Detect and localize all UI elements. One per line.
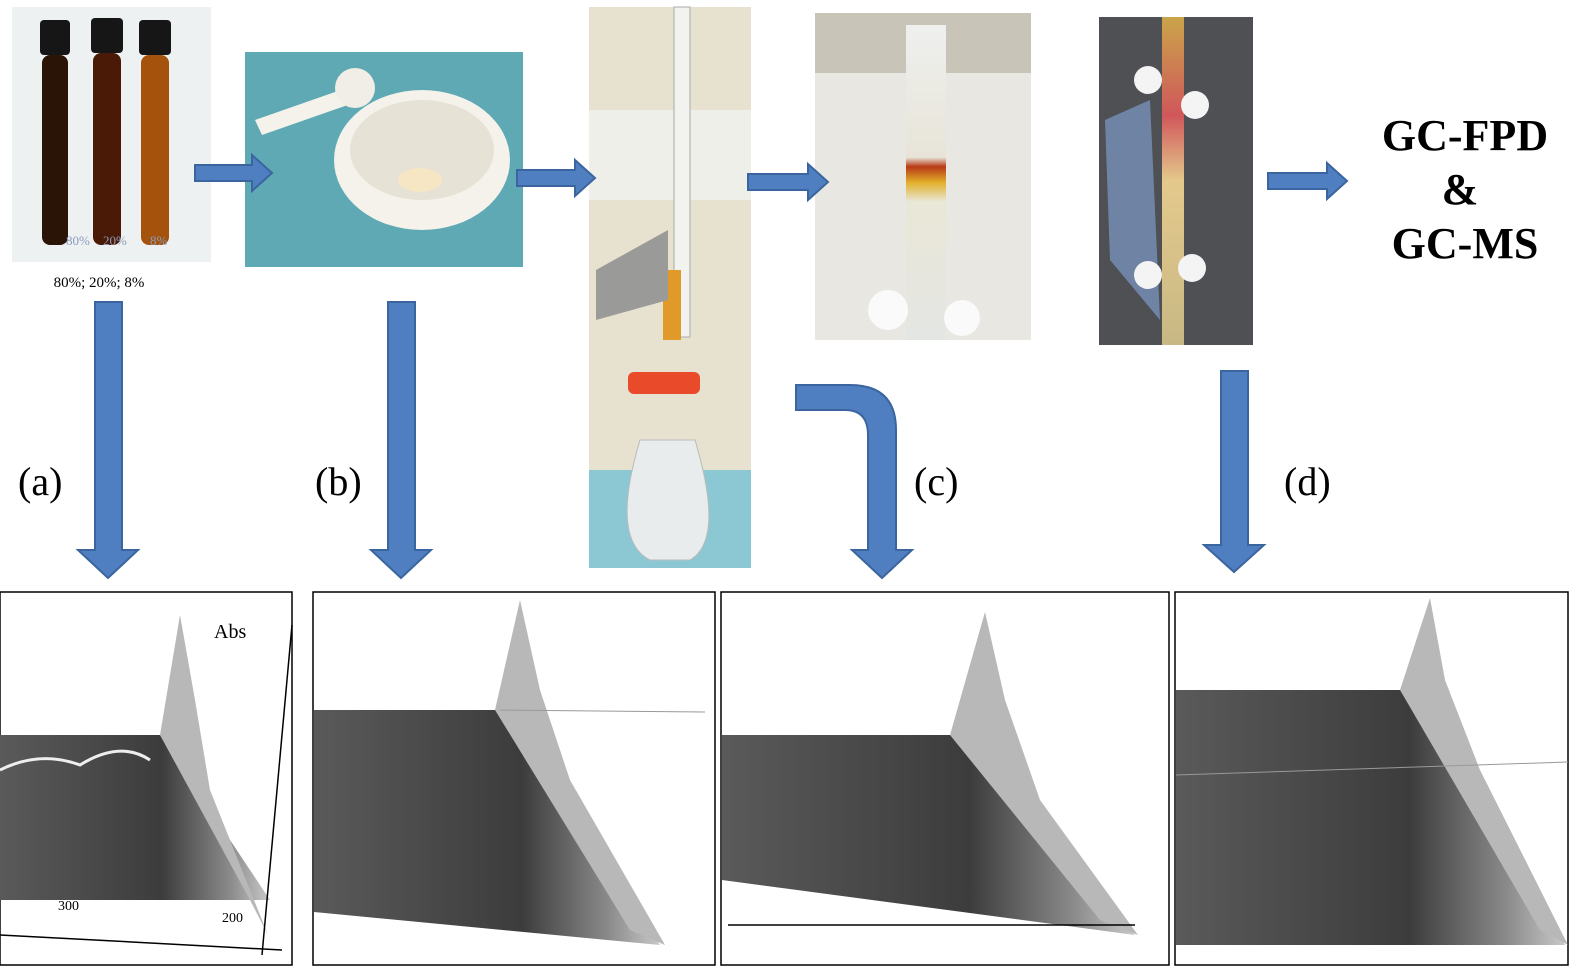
axis-tick-label: 300: [58, 899, 79, 914]
arrow: [371, 302, 431, 578]
arrow: [1268, 163, 1347, 199]
arrow: [517, 160, 595, 196]
axis-tick-label: 200: [222, 911, 243, 926]
column-photo-part: [628, 372, 700, 394]
column-bands-photo-part: [868, 290, 908, 330]
arrow: [796, 385, 912, 578]
spectrum-panel: [1175, 592, 1568, 965]
page: 80% 20% 8% 80%; 20%; 8%: [0, 0, 1581, 973]
vial-label: 80%: [66, 233, 90, 248]
column-photo: [589, 7, 751, 568]
panel-label: (d): [1284, 459, 1331, 504]
axis-title: Abs: [214, 621, 246, 643]
vials-photo-part: [93, 53, 121, 245]
result-text: GC-FPD: [1382, 111, 1548, 160]
vial-label: 8%: [150, 233, 168, 248]
vials-photo-part: [40, 20, 70, 55]
result-text: GC-MS: [1392, 219, 1539, 268]
spectrum-panel: [721, 592, 1169, 965]
vials-caption: 80%; 20%; 8%: [54, 275, 145, 291]
arrow: [1204, 371, 1264, 572]
mortar-photo-part: [335, 68, 375, 108]
column-bands-photo-part: [906, 25, 946, 340]
spectrum-panel: [313, 592, 715, 965]
vial-label: 20%: [103, 233, 127, 248]
mortar-photo-part: [398, 168, 442, 192]
result-text: &: [1442, 165, 1479, 214]
second-column-photo-part: [1181, 91, 1209, 119]
second-column-photo-part: [1178, 254, 1206, 282]
panel-label: (a): [18, 459, 62, 504]
column-bands-photo-part: [944, 300, 980, 336]
panel-label: (b): [315, 459, 362, 504]
vials-photo-part: [141, 55, 169, 245]
vials-photo-part: [139, 20, 171, 55]
figure: 80% 20% 8% 80%; 20%; 8%: [0, 0, 1581, 973]
arrow: [78, 302, 138, 578]
spectrum-panel: Abs 300 200: [0, 592, 292, 965]
vials-photo: 80% 20% 8%: [12, 7, 211, 262]
column-photo-part: [627, 440, 709, 560]
mortar-photo: [245, 52, 523, 267]
second-column-photo: [1099, 17, 1253, 345]
vials-photo-part: [91, 18, 123, 53]
second-column-photo-part: [1162, 17, 1184, 345]
column-bands-photo: [815, 13, 1031, 340]
second-column-photo-part: [1134, 261, 1162, 289]
second-column-photo-part: [1134, 66, 1162, 94]
panel-label: (c): [914, 459, 958, 504]
vials-photo-part: [42, 55, 68, 245]
column-photo-part: [589, 110, 751, 200]
